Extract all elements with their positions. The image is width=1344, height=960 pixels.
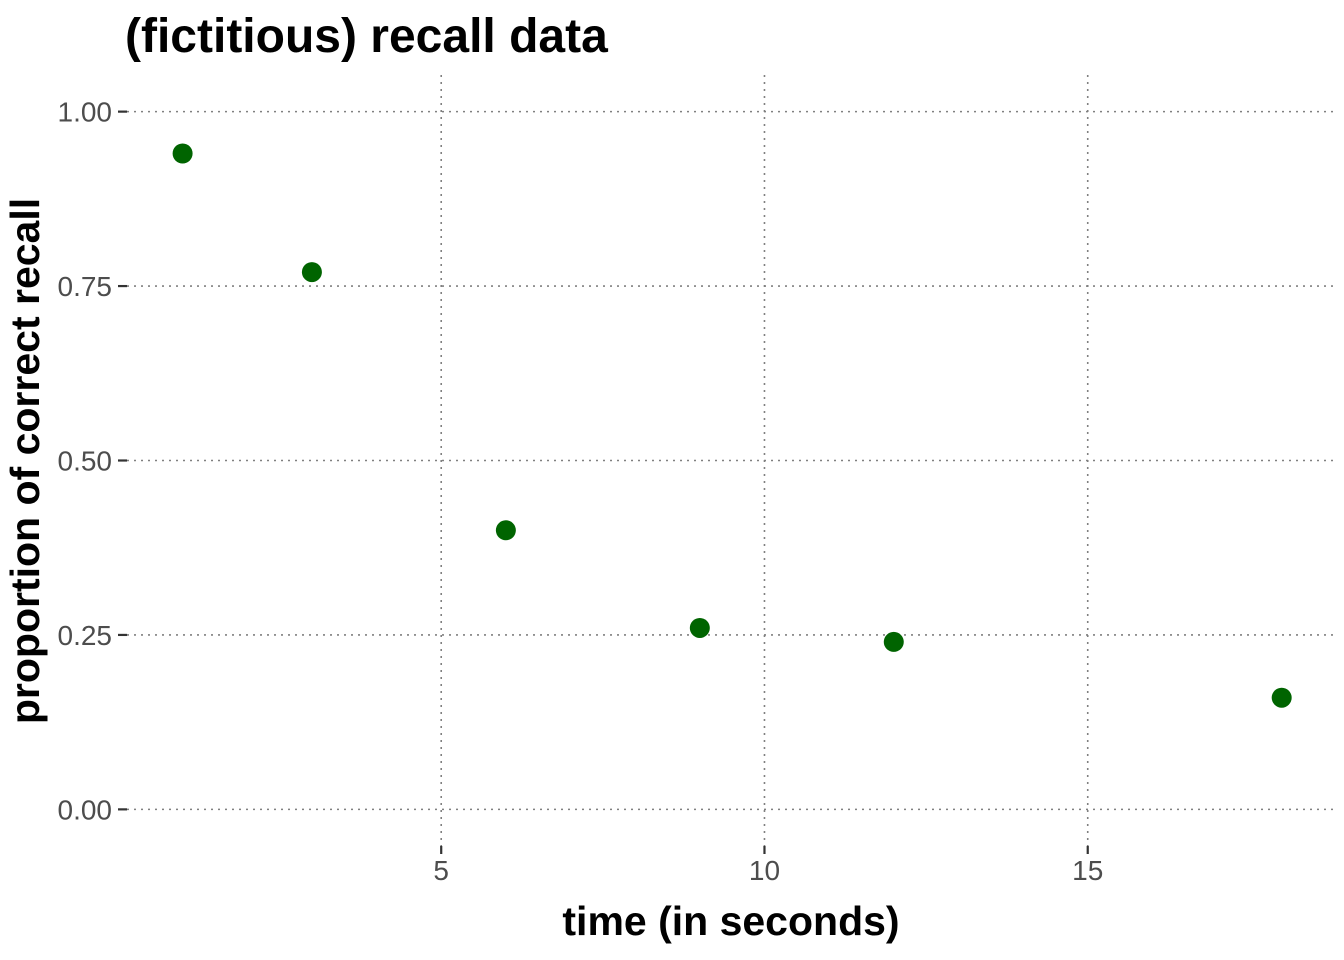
y-tick-label: 0.00 xyxy=(58,794,113,825)
chart-title: (fictitious) recall data xyxy=(125,10,608,63)
point-layer xyxy=(172,143,1292,708)
y-tick-label: 0.50 xyxy=(58,446,113,477)
data-point xyxy=(495,520,516,541)
x-tick-label: 5 xyxy=(433,855,449,886)
y-tick-label: 1.00 xyxy=(58,97,113,128)
grid-layer xyxy=(127,75,1336,846)
y-tick-label: 0.75 xyxy=(58,271,113,302)
data-point xyxy=(301,262,322,283)
y-axis-label: proportion of correct recall xyxy=(2,198,48,724)
y-tick-label: 0.25 xyxy=(58,620,113,651)
tick-layer: 0.00 0.25 0.50 0.75 1.00 5 10 15 xyxy=(58,97,1104,886)
x-tick-label: 10 xyxy=(749,855,780,886)
data-point xyxy=(172,143,193,164)
data-point xyxy=(689,617,710,638)
x-tick-label: 15 xyxy=(1072,855,1103,886)
data-point xyxy=(883,631,904,652)
x-axis-label: time (in seconds) xyxy=(562,898,899,944)
data-point xyxy=(1271,687,1292,708)
